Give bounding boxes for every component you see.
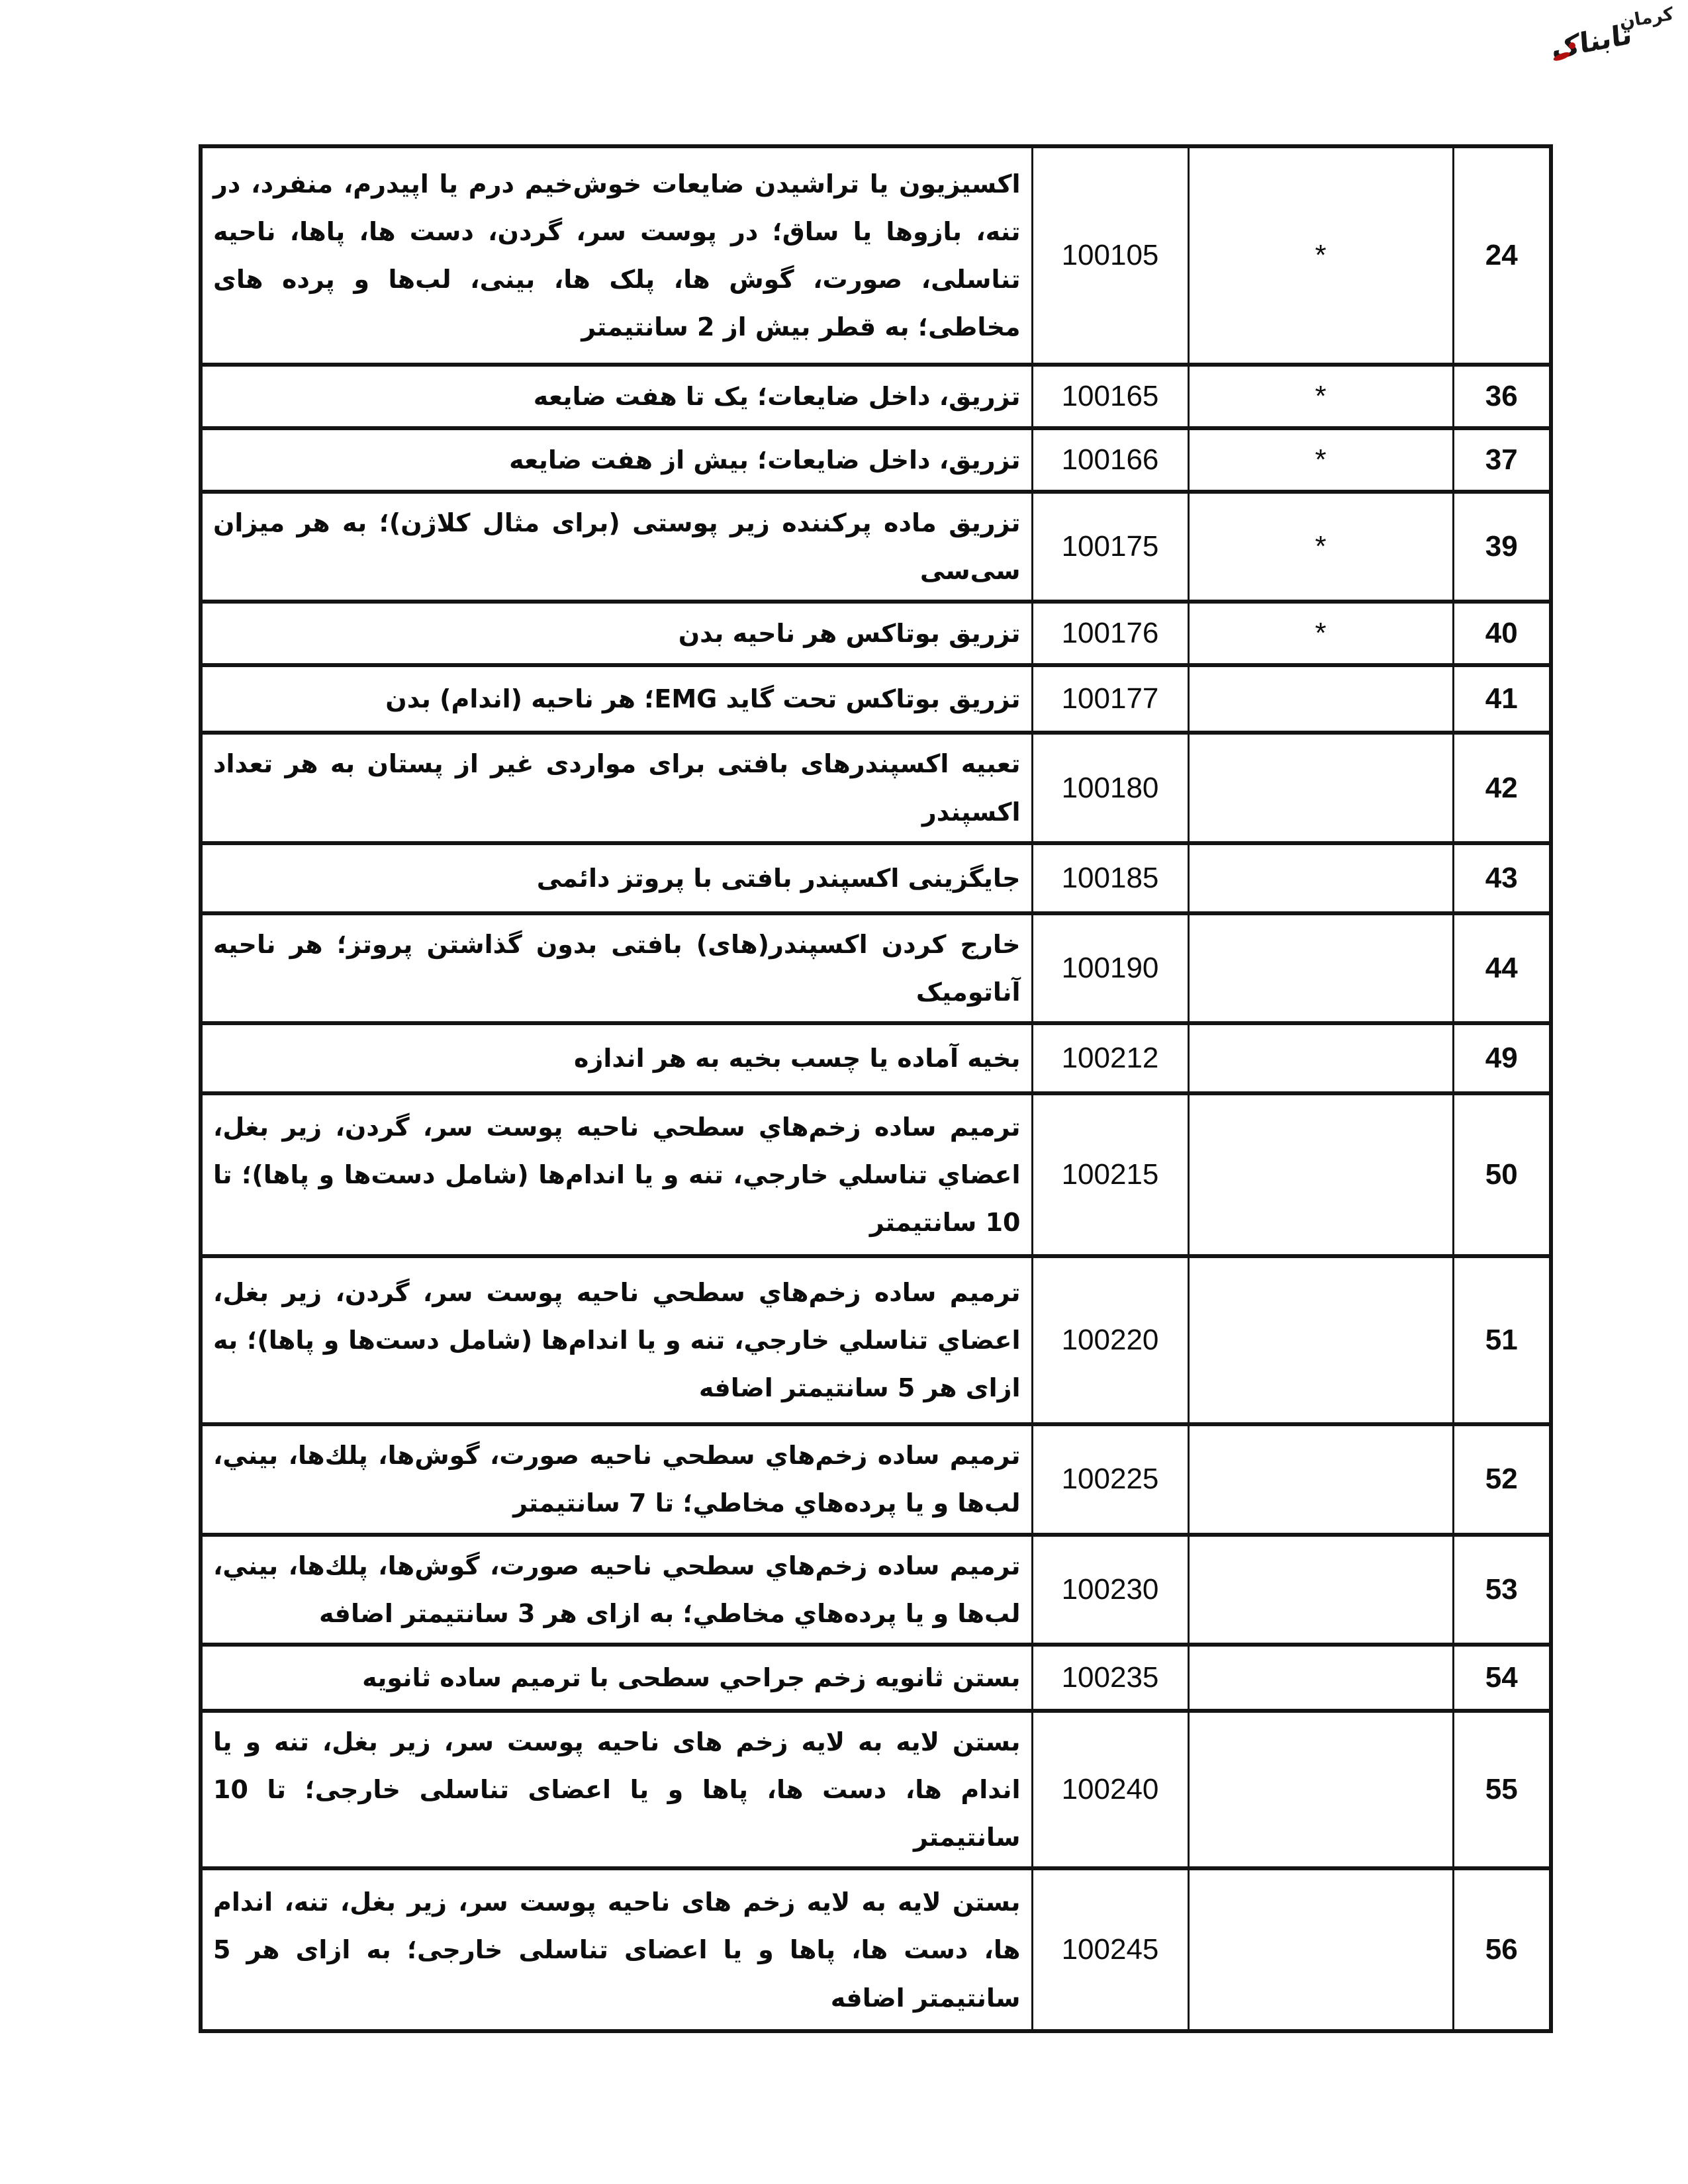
row-number-cell: 54 — [1452, 1642, 1552, 1713]
star-flag-cell: * — [1187, 489, 1454, 604]
table-row: 42 100180 تعبیه اکسپندرهای بافتی برای مو… — [199, 731, 1552, 845]
star-flag-cell — [1187, 1532, 1454, 1647]
description-cell: ترمیم ساده زخم‌هاي سطحي ناحیه پوست سر، گ… — [199, 1254, 1033, 1427]
star-flag-cell — [1187, 663, 1454, 735]
star-flag-cell — [1187, 841, 1454, 915]
star-flag-cell — [1187, 911, 1454, 1026]
row-number-cell: 56 — [1452, 1866, 1552, 2034]
row-number-cell: 42 — [1452, 731, 1552, 845]
table-row: 56 100245 بستن لایه به لایه زخم های ناحی… — [199, 1866, 1552, 2034]
description-cell: تزریق، داخل ضایعات؛ بیش از هفت ضایعه — [199, 426, 1033, 494]
star-flag-cell: * — [1187, 600, 1454, 668]
table-row: 53 100230 ترمیم ساده زخم‌هاي سطحي ناحیه … — [199, 1532, 1552, 1647]
description-cell: بخیه آماده یا چسب بخیه به هر اندازه — [199, 1021, 1033, 1096]
row-number-cell: 44 — [1452, 911, 1552, 1026]
table-row: 44 100190 خارج کردن اکسپندر(های) بافتی ب… — [199, 911, 1552, 1026]
description-cell: خارج کردن اکسپندر(های) بافتی بدون گذاشتن… — [199, 911, 1033, 1026]
description-cell: تزریق ماده پرکننده زیر پوستی (برای مثال … — [199, 489, 1033, 604]
row-number-cell: 51 — [1452, 1254, 1552, 1427]
tariff-code-cell: 100230 — [1031, 1532, 1190, 1647]
star-flag-cell: * — [1187, 363, 1454, 430]
tariff-code-cell: 100177 — [1031, 663, 1190, 735]
star-flag-cell — [1187, 1091, 1454, 1259]
row-number-cell: 49 — [1452, 1021, 1552, 1096]
table-body: 24 * 100105 اکسیزیون یا تراشیدن ضایعات خ… — [199, 144, 1552, 2034]
table-row: 52 100225 ترمیم ساده زخم‌هاي سطحي ناحیه … — [199, 1422, 1552, 1537]
description-cell: تزریق بوتاکس تحت گاید EMG؛ هر ناحیه (اند… — [199, 663, 1033, 735]
star-flag-cell — [1187, 731, 1454, 845]
description-cell: بستن لایه به لایه زخم های ناحیه پوست سر،… — [199, 1866, 1033, 2034]
description-cell: تزریق بوتاکس هر ناحیه بدن — [199, 600, 1033, 668]
logo-red-dot — [1569, 42, 1575, 49]
tariff-code-cell: 100215 — [1031, 1091, 1190, 1259]
tariff-code-cell: 100245 — [1031, 1866, 1190, 2034]
description-cell: ترمیم ساده زخم‌هاي سطحي ناحیه صورت، گوش‌… — [199, 1422, 1033, 1537]
table-row: 55 100240 بستن لایه به لایه زخم های ناحی… — [199, 1708, 1552, 1871]
row-number-cell: 50 — [1452, 1091, 1552, 1259]
tariff-code-cell: 100175 — [1031, 489, 1190, 604]
star-flag-cell: * — [1187, 144, 1454, 367]
table-row: 41 100177 تزریق بوتاکس تحت گاید EMG؛ هر … — [199, 663, 1552, 735]
description-cell: اکسیزیون یا تراشیدن ضایعات خوش‌خیم درم ی… — [199, 144, 1033, 367]
row-number-cell: 37 — [1452, 426, 1552, 494]
table-row: 36 * 100165 تزریق، داخل ضایعات؛ یک تا هف… — [199, 363, 1552, 430]
row-number-cell: 36 — [1452, 363, 1552, 430]
site-logo: کرمان تابناک — [1549, 4, 1675, 66]
table-row: 39 * 100175 تزریق ماده پرکننده زیر پوستی… — [199, 489, 1552, 604]
star-flag-cell — [1187, 1642, 1454, 1713]
row-number-cell: 24 — [1452, 144, 1552, 367]
description-cell: تعبیه اکسپندرهای بافتی برای مواردی غیر ا… — [199, 731, 1033, 845]
table-row: 50 100215 ترمیم ساده زخم‌هاي سطحي ناحیه … — [199, 1091, 1552, 1259]
row-number-cell: 39 — [1452, 489, 1552, 604]
tariff-code-cell: 100165 — [1031, 363, 1190, 430]
tariff-code-cell: 100220 — [1031, 1254, 1190, 1427]
table-row: 37 * 100166 تزریق، داخل ضایعات؛ بیش از ه… — [199, 426, 1552, 494]
row-number-cell: 55 — [1452, 1708, 1552, 1871]
star-flag-cell — [1187, 1708, 1454, 1871]
description-cell: ترمیم ساده زخم‌هاي سطحي ناحیه پوست سر، گ… — [199, 1091, 1033, 1259]
tariff-code-cell: 100185 — [1031, 841, 1190, 915]
tariff-code-cell: 100235 — [1031, 1642, 1190, 1713]
table-row: 51 100220 ترمیم ساده زخم‌هاي سطحي ناحیه … — [199, 1254, 1552, 1427]
star-flag-cell — [1187, 1254, 1454, 1427]
tariff-code-cell: 100105 — [1031, 144, 1190, 367]
tariff-code-cell: 100240 — [1031, 1708, 1190, 1871]
description-cell: بستن ثانویه زخم جراحي سطحی با ترمیم ساده… — [199, 1642, 1033, 1713]
procedures-tariff-table: 24 * 100105 اکسیزیون یا تراشیدن ضایعات خ… — [199, 144, 1553, 2034]
tariff-code-cell: 100190 — [1031, 911, 1190, 1026]
table-row: 54 100235 بستن ثانویه زخم جراحي سطحی با … — [199, 1642, 1552, 1713]
row-number-cell: 52 — [1452, 1422, 1552, 1537]
description-cell: ترمیم ساده زخم‌هاي سطحي ناحیه صورت، گوش‌… — [199, 1532, 1033, 1647]
row-number-cell: 40 — [1452, 600, 1552, 668]
tariff-code-cell: 100212 — [1031, 1021, 1190, 1096]
table-row: 24 * 100105 اکسیزیون یا تراشیدن ضایعات خ… — [199, 144, 1552, 367]
star-flag-cell: * — [1187, 426, 1454, 494]
row-number-cell: 41 — [1452, 663, 1552, 735]
star-flag-cell — [1187, 1422, 1454, 1537]
star-flag-cell — [1187, 1021, 1454, 1096]
star-flag-cell — [1187, 1866, 1454, 2034]
tariff-code-cell: 100176 — [1031, 600, 1190, 668]
tariff-code-cell: 100225 — [1031, 1422, 1190, 1537]
tariff-code-cell: 100180 — [1031, 731, 1190, 845]
table-row: 49 100212 بخیه آماده یا چسب بخیه به هر ا… — [199, 1021, 1552, 1096]
tariff-code-cell: 100166 — [1031, 426, 1190, 494]
row-number-cell: 53 — [1452, 1532, 1552, 1647]
table-row: 40 * 100176 تزریق بوتاکس هر ناحیه بدن — [199, 600, 1552, 668]
description-cell: بستن لایه به لایه زخم های ناحیه پوست سر،… — [199, 1708, 1033, 1871]
table-row: 43 100185 جایگزینی اکسپندر بافتی با پروت… — [199, 841, 1552, 915]
description-cell: جایگزینی اکسپندر بافتی با پروتز دائمی — [199, 841, 1033, 915]
row-number-cell: 43 — [1452, 841, 1552, 915]
description-cell: تزریق، داخل ضایعات؛ یک تا هفت ضایعه — [199, 363, 1033, 430]
